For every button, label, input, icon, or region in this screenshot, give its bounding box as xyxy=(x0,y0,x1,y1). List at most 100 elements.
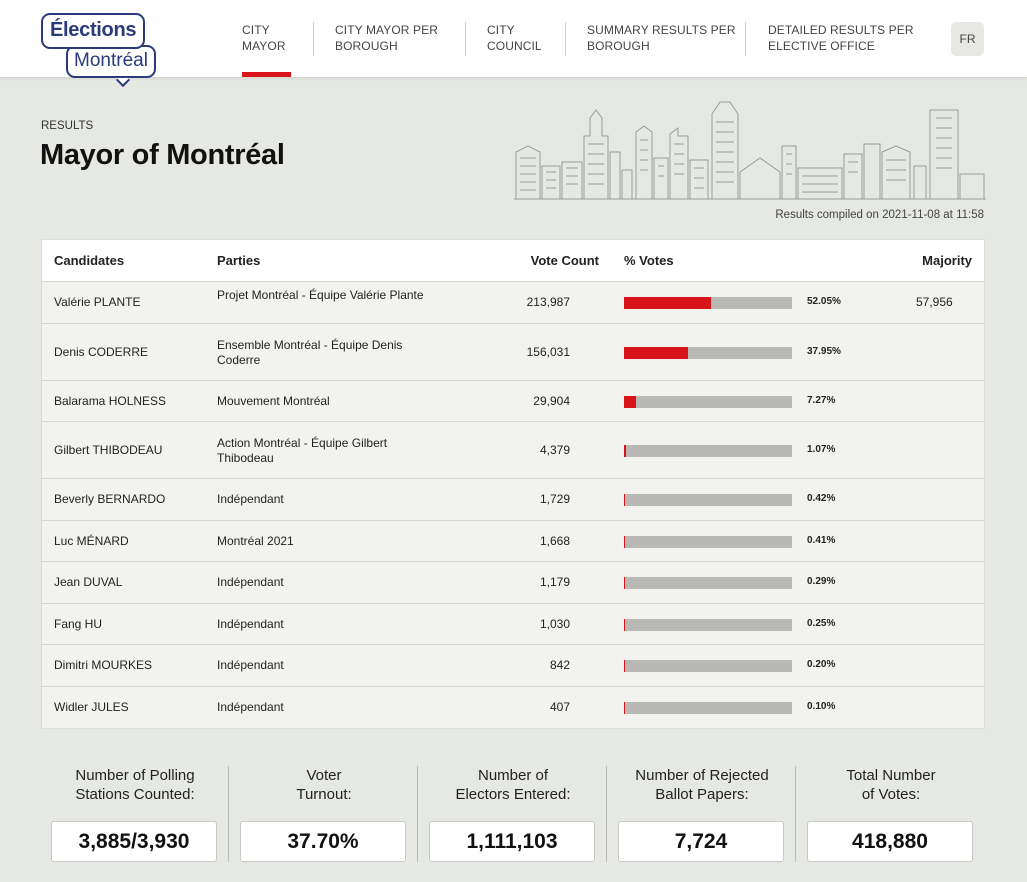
stat-label-line-2: Electors Entered: xyxy=(455,786,571,803)
stat-label: Voter Turnout: xyxy=(230,766,418,804)
table-row: Denis CODERRE Ensemble Montréal - Équipe … xyxy=(42,324,984,381)
table-row: Dimitri MOURKES Indépendant 842 0.20% xyxy=(42,645,984,687)
vote-share-bar-fill xyxy=(624,297,712,309)
stat-value: 418,880 xyxy=(807,821,973,862)
vote-count: 4,379 xyxy=(539,442,570,457)
vote-share-bar-fill xyxy=(624,577,625,589)
vote-percent: 7.27% xyxy=(807,394,836,406)
majority-value: 57,956 xyxy=(916,295,953,309)
vote-percent: 1.07% xyxy=(807,443,836,455)
summary-stats: Number of Polling Stations Counted: 3,885/… xyxy=(41,760,985,870)
nav-city-council[interactable]: City Council xyxy=(487,23,542,53)
vote-percent: 37.95% xyxy=(807,345,841,357)
candidate-party: Indépendant xyxy=(217,699,284,714)
nav-divider xyxy=(745,22,746,56)
vote-count: 1,179 xyxy=(539,575,570,589)
candidate-party: Indépendant xyxy=(217,616,284,631)
vote-count: 29,904 xyxy=(533,393,570,408)
page-title: Mayor of Montréal xyxy=(40,139,285,171)
table-header: Candidates Parties Vote Count % Votes Ma… xyxy=(42,240,984,282)
nav-divider xyxy=(313,22,314,56)
candidate-name: Valérie PLANTE xyxy=(54,295,141,309)
vote-percent: 0.25% xyxy=(807,617,836,629)
stat-card: Number of Electors Entered: 1,111,103 xyxy=(419,760,607,870)
table-body: Valérie PLANTE Projet Montréal - Équipe V… xyxy=(42,282,984,728)
stat-label: Number of Polling Stations Counted: xyxy=(41,766,229,804)
vote-percent: 0.29% xyxy=(807,576,836,587)
vote-count: 407 xyxy=(549,699,570,714)
vote-count: 156,031 xyxy=(526,344,570,359)
stat-value: 3,885/3,930 xyxy=(51,821,217,862)
nav-detailed-results[interactable]: Detailed results per elective office xyxy=(768,23,914,53)
vote-share-bar-fill xyxy=(624,346,688,359)
header-majority: Majority xyxy=(922,253,972,268)
vote-share-bar xyxy=(624,395,792,408)
nav-summary-results-per-borough[interactable]: Summary results per Borough xyxy=(587,23,736,53)
candidate-name: Jean DUVAL xyxy=(54,575,123,589)
vote-count: 1,668 xyxy=(539,533,570,548)
candidate-name: Luc MÉNARD xyxy=(54,533,129,548)
vote-percent: 0.42% xyxy=(807,493,836,504)
vote-percent: 0.41% xyxy=(807,534,836,546)
stat-label-line-1: Number of Polling xyxy=(75,767,195,784)
candidate-name: Fang HU xyxy=(54,616,103,631)
stat-value: 1,111,103 xyxy=(429,821,595,862)
stat-label-line-2: of Votes: xyxy=(861,786,921,803)
vote-share-bar xyxy=(624,346,792,359)
stat-label: Number of Rejected Ballot Papers: xyxy=(608,766,796,804)
table-row: Balarama HOLNESS Mouvement Montréal 29,904… xyxy=(42,381,984,422)
candidate-party: Indépendant xyxy=(217,492,284,506)
candidate-name: Beverly BERNARDO xyxy=(54,492,166,506)
nav-divider xyxy=(565,22,566,56)
vote-share-bar-fill xyxy=(624,395,637,408)
vote-share-bar xyxy=(624,297,792,309)
candidate-name: Balarama HOLNESS xyxy=(54,393,167,408)
vote-share-bar xyxy=(624,535,792,548)
stat-divider xyxy=(417,766,418,862)
header-candidates: Candidates xyxy=(54,253,125,268)
stat-label-line-2: Ballot Papers: xyxy=(655,786,749,803)
header-parties: Parties xyxy=(217,253,261,268)
section-label: RESULTS xyxy=(41,120,94,132)
logo-line-2: Montréal xyxy=(66,45,156,78)
results-table: Candidates Parties Vote Count % Votes Ma… xyxy=(41,239,985,729)
candidate-party: Indépendant xyxy=(217,658,284,672)
compiled-timestamp: Results compiled on 2021-11-08 at 11:58 xyxy=(775,209,984,221)
stat-label: Total Number of Votes: xyxy=(797,766,985,804)
nav-city-mayor[interactable]: City Mayor xyxy=(242,22,302,77)
vote-percent: 52.05% xyxy=(807,296,841,307)
candidate-party: Montréal 2021 xyxy=(217,533,294,548)
candidate-name: Widler JULES xyxy=(54,699,129,714)
stat-label-line-2: Turnout: xyxy=(296,786,352,803)
header-percent-votes: % Votes xyxy=(624,253,674,268)
table-row: Beverly BERNARDO Indépendant 1,729 0.42% xyxy=(42,479,984,521)
stat-label-line-1: Total Number xyxy=(846,767,936,784)
stat-value: 7,724 xyxy=(618,821,784,862)
table-row: Fang HU Indépendant 1,030 0.25% xyxy=(42,604,984,645)
stat-label: Number of Electors Entered: xyxy=(419,766,607,804)
candidate-party: Ensemble Montréal - Équipe Denis Coderre xyxy=(217,337,403,367)
stat-divider xyxy=(606,766,607,862)
stat-card: Number of Polling Stations Counted: 3,885/… xyxy=(41,760,229,870)
table-row: Gilbert THIBODEAU Action Montréal - Équip… xyxy=(42,422,984,479)
vote-share-bar xyxy=(624,701,792,714)
language-toggle-button[interactable]: FR xyxy=(951,22,984,56)
vote-count: 1,729 xyxy=(539,492,570,506)
vote-percent: 0.10% xyxy=(807,700,836,712)
site-header: Montréal Élections City Mayor City Mayor… xyxy=(0,0,1027,88)
vote-share-bar-fill xyxy=(624,494,625,506)
logo-line-1: Élections xyxy=(41,13,146,49)
vote-share-bar-fill xyxy=(624,535,625,548)
stat-value: 37.70% xyxy=(240,821,406,862)
nav-city-mayor-per-borough[interactable]: City Mayor per Borough xyxy=(335,23,438,53)
table-row: Valérie PLANTE Projet Montréal - Équipe V… xyxy=(42,282,984,324)
candidate-party: Projet Montréal - Équipe Valérie Plante xyxy=(217,288,424,302)
vote-count: 1,030 xyxy=(539,616,570,631)
candidate-name: Gilbert THIBODEAU xyxy=(54,442,163,457)
table-row: Luc MÉNARD Montréal 2021 1,668 0.41% xyxy=(42,521,984,562)
vote-count: 842 xyxy=(549,658,570,672)
vote-share-bar xyxy=(624,618,792,631)
elections-montreal-logo[interactable]: Montréal Élections xyxy=(38,11,163,91)
header-vote-count: Vote Count xyxy=(530,253,599,268)
stat-label-line-2: Stations Counted: xyxy=(75,786,195,803)
